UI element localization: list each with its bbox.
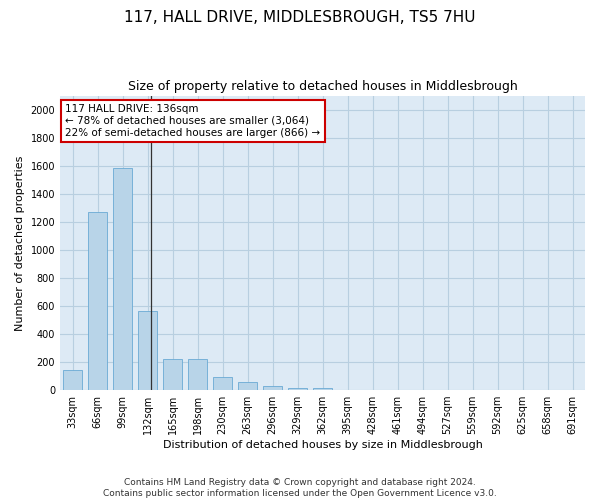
Text: 117, HALL DRIVE, MIDDLESBROUGH, TS5 7HU: 117, HALL DRIVE, MIDDLESBROUGH, TS5 7HU (124, 10, 476, 25)
Bar (113, 168, 132, 390)
Bar (163, 359, 182, 390)
Text: 117 HALL DRIVE: 136sqm
← 78% of detached houses are smaller (3,064)
22% of semi-: 117 HALL DRIVE: 136sqm ← 78% of detached… (65, 104, 320, 138)
Bar (238, 382, 257, 390)
Bar (263, 386, 282, 390)
Bar (88, 212, 107, 390)
Bar (313, 388, 332, 390)
Bar (213, 377, 232, 390)
Bar (138, 311, 157, 390)
Y-axis label: Number of detached properties: Number of detached properties (15, 155, 25, 330)
Bar (63, 370, 82, 390)
Title: Size of property relative to detached houses in Middlesbrough: Size of property relative to detached ho… (128, 80, 517, 93)
X-axis label: Distribution of detached houses by size in Middlesbrough: Distribution of detached houses by size … (163, 440, 482, 450)
Bar (288, 388, 307, 390)
Bar (188, 359, 207, 390)
Text: Contains HM Land Registry data © Crown copyright and database right 2024.
Contai: Contains HM Land Registry data © Crown c… (103, 478, 497, 498)
